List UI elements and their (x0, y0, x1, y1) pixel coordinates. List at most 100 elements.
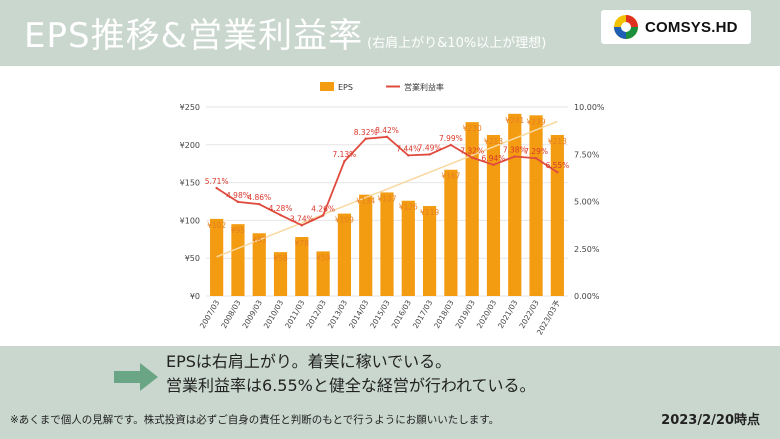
margin-data-label: 7.38% (503, 146, 527, 155)
eps-bar (316, 251, 330, 296)
eps-bar (508, 113, 522, 296)
y-right-tick-label: 2.50% (574, 245, 600, 254)
margin-point (321, 214, 325, 217)
logo-text: COMSYS.HD (645, 18, 738, 36)
disclaimer-text: ※あくまで個人の見解です。株式投資は必ずご自身の責任と判断のもとで行うようにお願… (10, 414, 500, 426)
margin-data-label: 7.13% (332, 150, 356, 159)
y-left-tick-label: ¥200 (180, 141, 200, 150)
x-tick-label: 2015/03 (368, 298, 391, 330)
y-left-tick-label: ¥50 (185, 254, 200, 263)
eps-data-label: ¥83 (252, 235, 267, 244)
margin-data-label: 4.28% (269, 204, 293, 213)
margin-point (343, 160, 346, 163)
eps-bar (422, 206, 437, 296)
eps-data-label: ¥137 (377, 194, 396, 203)
x-tick-label: 2010/03 (262, 298, 285, 330)
margin-data-label: 8.42% (375, 126, 399, 135)
margin-data-label: 7.32% (460, 147, 484, 156)
logo-mark-icon (614, 15, 638, 39)
eps-data-label: ¥58 (273, 254, 288, 263)
x-tick-label: 2017/03 (411, 298, 434, 330)
margin-data-label: 6.94% (482, 154, 506, 163)
x-tick-label: 2022/03 (517, 298, 540, 330)
margin-point (513, 155, 516, 158)
eps-data-label: ¥119 (420, 208, 439, 217)
x-tick-label: 2019/03 (454, 298, 477, 330)
margin-point (215, 186, 218, 190)
y-right-tick-label: 7.50% (574, 150, 600, 159)
margin-point (385, 135, 389, 139)
eps-bar (337, 213, 352, 296)
title-text: EPS推移&営業利益率 (24, 16, 364, 56)
margin-point (492, 163, 495, 167)
margin-point (556, 171, 559, 174)
as-of-date: 2023/2/20時点 (661, 413, 760, 428)
margin-point (364, 137, 367, 140)
legend-swatch-eps (320, 82, 334, 91)
comment-line-1: EPSは右肩上がり。着実に稼いでいる。 (166, 352, 452, 371)
eps-data-label: ¥59 (316, 253, 331, 262)
eps-data-label: ¥109 (335, 216, 354, 225)
x-tick-label: 2009/03 (241, 298, 264, 330)
eps-data-label: ¥241 (505, 116, 524, 125)
eps-bar (231, 224, 245, 296)
x-tick-label: 2013/03 (326, 298, 349, 330)
y-right-tick-label: 10.00% (574, 103, 605, 112)
eps-data-label: ¥95 (231, 226, 246, 235)
arrow-right-icon (114, 363, 158, 391)
y-left-tick-label: ¥150 (180, 179, 200, 188)
margin-data-label: 7.29% (524, 147, 548, 156)
margin-data-label: 7.99% (439, 134, 463, 143)
margin-data-label: 8.32% (354, 128, 378, 137)
legend-label-margin: 営業利益率 (404, 82, 444, 92)
x-tick-label: 2018/03 (432, 298, 455, 330)
eps-data-label: ¥213 (548, 137, 567, 146)
eps-margin-chart: ¥0 ¥50 ¥100 ¥150 ¥200 ¥250 0.00% 2.50% 5.00% 7.50… (180, 82, 605, 336)
margin-point (449, 143, 453, 147)
margin-point (236, 200, 240, 204)
eps-bar (444, 169, 458, 296)
comment-line-2: 営業利益率は6.55%と健全な経営が行われている。 (166, 376, 536, 395)
margin-data-label: 6.55% (545, 161, 569, 170)
margin-point (279, 213, 282, 217)
eps-data-label: ¥167 (441, 172, 460, 181)
y-right-tick-label: 5.00% (574, 198, 600, 207)
page-subtitle: (右肩上がり&10%以上が理想) (367, 36, 547, 51)
comment-text: EPSは右肩上がり。着実に稼いでいる。 営業利益率は6.55%と健全な経営が行わ… (166, 350, 536, 398)
chart-container: ¥0 ¥50 ¥100 ¥150 ¥200 ¥250 0.00% 2.50% 5.00% 7.50… (164, 70, 617, 342)
margin-point (300, 224, 304, 227)
x-tick-label: 2012/03 (304, 298, 327, 330)
margin-point (407, 154, 410, 157)
eps-bar (486, 134, 501, 296)
y-right-tick-label: 0.00% (574, 292, 600, 301)
eps-bar (380, 192, 394, 296)
margin-data-label: 7.44% (396, 144, 420, 153)
margin-point (534, 157, 538, 160)
page-title: EPS推移&営業利益率 (右肩上がり&10%以上が理想) (24, 8, 546, 57)
eps-data-label: ¥134 (356, 197, 375, 206)
legend-label-eps: EPS (338, 83, 353, 92)
x-tick-label: 2020/03 (475, 298, 498, 330)
margin-data-label: 5.71% (205, 177, 229, 186)
eps-bar (359, 194, 373, 296)
y-left-tick-label: ¥250 (180, 103, 200, 112)
eps-trendline (216, 120, 558, 258)
eps-bar (295, 237, 309, 296)
margin-data-label: 4.26% (311, 204, 335, 213)
eps-data-label: ¥239 (527, 117, 546, 126)
margin-point (470, 156, 474, 159)
eps-bar (252, 233, 266, 296)
y-left-tick-label: ¥100 (180, 216, 200, 225)
eps-data-label: ¥213 (484, 137, 503, 146)
eps-data-label: ¥102 (207, 221, 226, 230)
company-logo: COMSYS.HD (601, 10, 751, 44)
footer-band (0, 405, 780, 439)
x-tick-label: 2011/03 (283, 298, 306, 330)
margin-data-label: 4.86% (247, 193, 271, 202)
margin-point (258, 202, 261, 206)
margin-data-label: 7.49% (418, 143, 442, 152)
x-tick-label: 2007/03 (198, 298, 221, 330)
margin-point (428, 153, 431, 156)
x-tick-label: 2008/03 (219, 298, 242, 330)
eps-data-label: ¥78 (295, 239, 310, 248)
